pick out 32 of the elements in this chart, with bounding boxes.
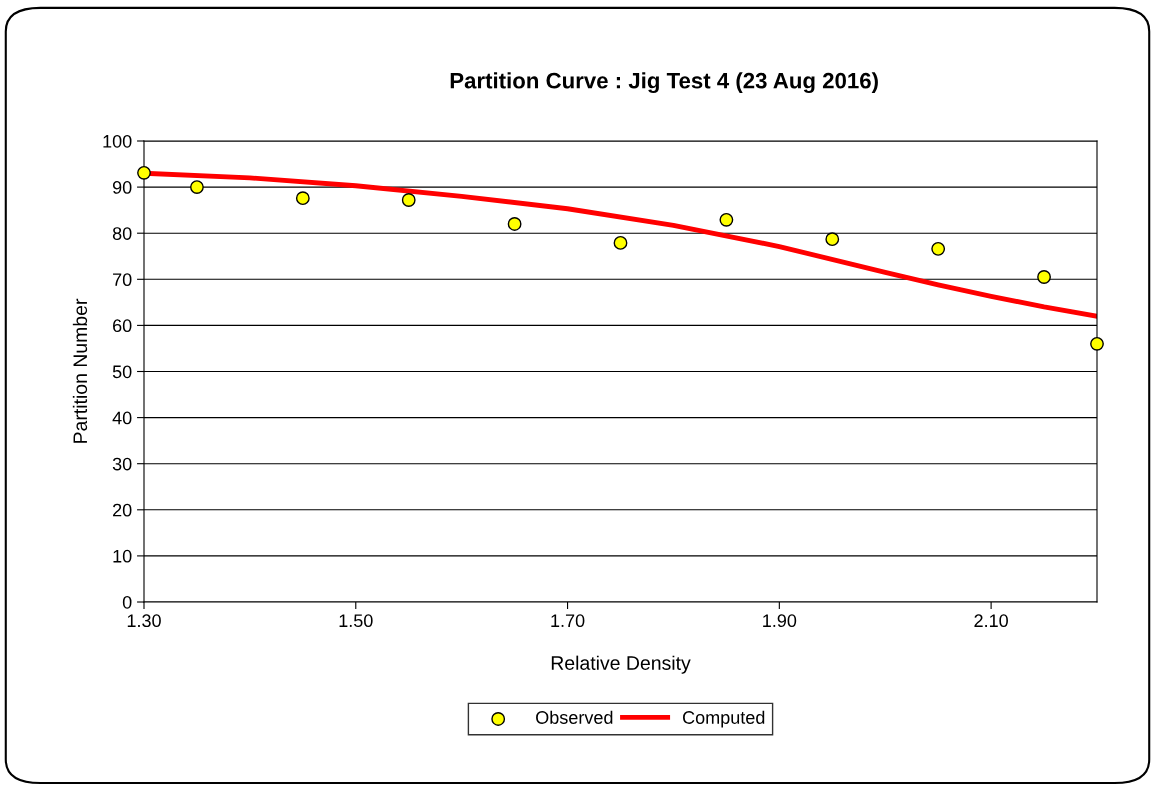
point [931, 241, 946, 256]
x-tick-label: 1.90 [763, 614, 797, 628]
y-tick-label: 40 [112, 411, 132, 425]
point [719, 212, 734, 227]
point [295, 191, 310, 206]
x-tick-label: 1.70 [551, 614, 585, 628]
x-tick-label: 1.50 [339, 614, 373, 628]
point [613, 235, 628, 250]
y-tick-label: 20 [113, 503, 132, 517]
x-axis-title: Relative Density [551, 655, 691, 674]
chart-title: Partition Curve : Jig Test 4 (23 Aug 2016) [450, 72, 878, 94]
point [507, 217, 522, 231]
y-tick-label: 100 [103, 134, 132, 148]
point [137, 165, 151, 180]
point [1037, 270, 1051, 284]
y-tick-label: 90 [112, 181, 132, 194]
point [825, 232, 840, 247]
y-tick-label: 50 [112, 365, 132, 379]
x-tick-label: 1.30 [127, 614, 161, 628]
y-tick-label: 30 [112, 457, 132, 471]
y-axis-title: Partition Number [72, 298, 88, 443]
x-tick-label: 2.10 [974, 614, 1008, 628]
legend-label: Computed [683, 710, 765, 728]
legend-label: Observed [536, 710, 613, 724]
y-tick-label: 70 [113, 273, 132, 287]
point [401, 193, 416, 207]
point [190, 180, 204, 195]
y-tick-label: 10 [113, 549, 132, 563]
y-tick-label: 0 [122, 595, 132, 609]
point [1090, 336, 1104, 351]
y-tick-label: 60 [113, 319, 132, 333]
y-tick-label: 80 [112, 227, 132, 240]
